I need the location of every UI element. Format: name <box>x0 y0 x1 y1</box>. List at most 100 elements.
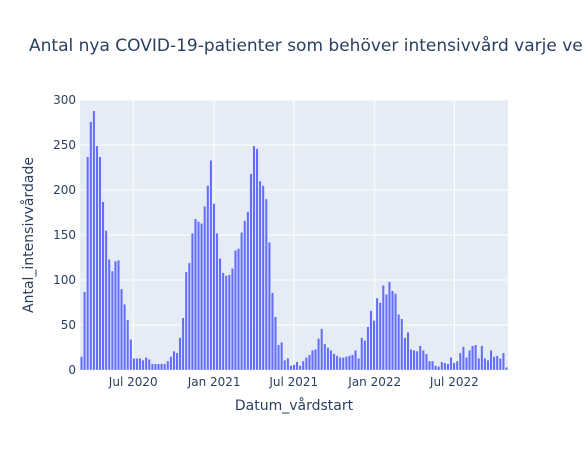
bar[interactable] <box>332 353 336 371</box>
bar[interactable] <box>434 365 438 371</box>
bar[interactable] <box>274 316 277 371</box>
bar[interactable] <box>154 363 157 371</box>
bar[interactable] <box>477 358 481 371</box>
bar[interactable] <box>215 233 219 371</box>
bar[interactable] <box>295 361 299 371</box>
bar[interactable] <box>92 110 96 371</box>
bar[interactable] <box>261 185 265 371</box>
bar[interactable] <box>446 363 450 371</box>
bar[interactable] <box>150 363 154 371</box>
bar[interactable] <box>123 304 127 371</box>
bar[interactable] <box>135 358 139 371</box>
bar[interactable] <box>329 350 333 371</box>
bar[interactable] <box>147 359 151 371</box>
bar[interactable] <box>415 350 419 371</box>
bar[interactable] <box>194 218 197 371</box>
bar[interactable] <box>366 326 370 371</box>
bar[interactable] <box>354 350 357 371</box>
bar[interactable] <box>375 297 379 371</box>
bar[interactable] <box>357 358 361 371</box>
bar[interactable] <box>206 185 210 371</box>
bar[interactable] <box>369 310 373 371</box>
bar[interactable] <box>267 242 271 371</box>
bar[interactable] <box>338 357 342 371</box>
bar[interactable] <box>89 121 93 371</box>
bar[interactable] <box>483 358 487 371</box>
bar[interactable] <box>187 262 191 371</box>
bar[interactable] <box>160 363 163 371</box>
bar[interactable] <box>461 346 465 371</box>
bar[interactable] <box>363 340 367 371</box>
bar[interactable] <box>80 356 83 371</box>
bar[interactable] <box>391 290 394 371</box>
bar[interactable] <box>175 352 179 371</box>
bar[interactable] <box>246 211 250 371</box>
bar[interactable] <box>172 350 176 371</box>
bar[interactable] <box>501 352 505 371</box>
bar[interactable] <box>83 291 86 371</box>
bar[interactable] <box>406 332 410 371</box>
bar[interactable] <box>107 259 111 371</box>
bar[interactable] <box>286 358 290 371</box>
bar[interactable] <box>452 362 456 371</box>
bar[interactable] <box>498 358 502 371</box>
bar[interactable] <box>397 314 401 371</box>
bar[interactable] <box>258 180 262 371</box>
bar[interactable] <box>384 294 388 371</box>
bar[interactable] <box>280 341 284 371</box>
bar[interactable] <box>120 288 123 371</box>
bar[interactable] <box>304 357 308 371</box>
bar[interactable] <box>403 337 407 371</box>
bar[interactable] <box>394 293 397 371</box>
bar[interactable] <box>249 173 253 371</box>
bar[interactable] <box>231 268 234 371</box>
bar[interactable] <box>181 317 185 371</box>
bar[interactable] <box>486 359 490 371</box>
bar[interactable] <box>138 358 142 371</box>
bar[interactable] <box>428 360 431 371</box>
bar[interactable] <box>132 358 136 371</box>
bar[interactable] <box>421 350 425 371</box>
bar[interactable] <box>443 362 447 371</box>
bar[interactable] <box>95 145 99 371</box>
bar[interactable] <box>157 363 160 371</box>
bar[interactable] <box>237 248 240 371</box>
bar[interactable] <box>212 203 216 371</box>
bar[interactable] <box>341 357 345 371</box>
bar[interactable] <box>221 272 225 371</box>
bar[interactable] <box>440 361 444 371</box>
bar[interactable] <box>252 145 256 371</box>
bar[interactable] <box>209 160 213 371</box>
bar[interactable] <box>114 260 117 371</box>
bar[interactable] <box>458 352 462 371</box>
bar[interactable] <box>326 347 330 371</box>
bar[interactable] <box>372 320 376 371</box>
bar[interactable] <box>348 355 351 371</box>
bar[interactable] <box>474 344 478 371</box>
bar[interactable] <box>166 360 170 371</box>
bar[interactable] <box>323 343 327 371</box>
bar[interactable] <box>388 281 391 371</box>
bar[interactable] <box>191 233 194 371</box>
bar[interactable] <box>86 156 90 371</box>
bar[interactable] <box>412 350 416 371</box>
bar[interactable] <box>277 344 280 371</box>
bar[interactable] <box>289 365 293 371</box>
bar[interactable] <box>455 360 459 371</box>
bar[interactable] <box>437 366 441 371</box>
bar[interactable] <box>271 292 274 371</box>
bar[interactable] <box>255 148 259 371</box>
bar[interactable] <box>492 356 496 371</box>
bar[interactable] <box>203 206 207 371</box>
bar[interactable] <box>227 274 231 371</box>
bar[interactable] <box>243 220 247 371</box>
bar[interactable] <box>409 349 413 371</box>
bar[interactable] <box>224 275 228 371</box>
bar[interactable] <box>314 349 317 371</box>
bar[interactable] <box>117 260 120 371</box>
bar[interactable] <box>431 360 434 371</box>
bar[interactable] <box>495 355 499 371</box>
bar[interactable] <box>200 223 203 371</box>
bar[interactable] <box>298 365 302 371</box>
bar[interactable] <box>317 338 321 371</box>
